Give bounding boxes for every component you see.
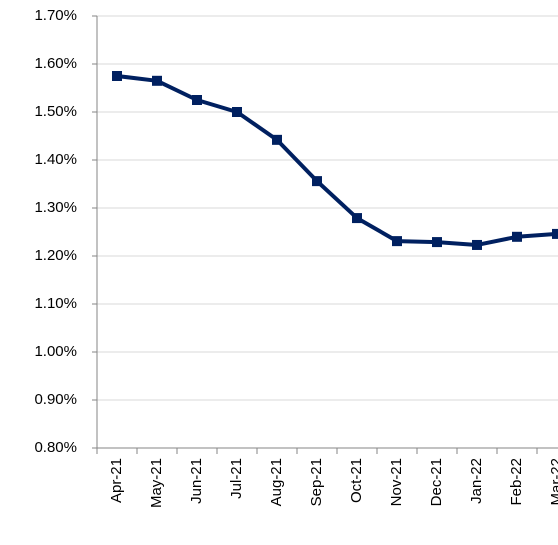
marker [312, 176, 322, 187]
marker [152, 75, 162, 86]
y-tick-label: 1.00% [34, 343, 77, 360]
x-tick-label: Feb-22 [508, 458, 525, 506]
x-tick-label: Sep-21 [308, 458, 325, 506]
x-tick-label: Nov-21 [388, 458, 405, 506]
marker [392, 236, 402, 247]
x-tick-label: Dec-21 [428, 458, 445, 506]
x-tick-label: Apr-21 [108, 458, 125, 503]
marker [472, 239, 482, 250]
y-tick-label: 1.70% [34, 7, 77, 24]
x-tick-label: Oct-21 [348, 458, 365, 503]
marker [512, 231, 522, 242]
marker [352, 213, 362, 224]
x-tick-label: Aug-21 [268, 458, 285, 506]
y-tick-label: 0.90% [34, 391, 77, 408]
y-tick-label: 1.20% [34, 247, 77, 264]
marker [432, 237, 442, 248]
marker [552, 228, 558, 239]
marker [232, 107, 242, 117]
x-tick-label: May-21 [148, 458, 165, 508]
marker [272, 134, 282, 145]
x-tick-label: Jan-22 [468, 458, 485, 504]
x-tick-label: Jul-21 [228, 458, 245, 499]
line [116, 74, 558, 247]
y-tick-label: 1.40% [34, 151, 77, 168]
x-tick-label: Mar-22 [548, 458, 558, 506]
y-tick-label: 1.10% [34, 295, 77, 312]
marker [192, 95, 202, 105]
x-tick-label: Jun-21 [188, 458, 205, 504]
marker [112, 71, 122, 81]
y-tick-label: 1.30% [34, 199, 77, 216]
y-tick-label: 0.80% [34, 439, 77, 456]
y-tick-label: 1.50% [34, 103, 77, 120]
y-tick-label: 1.60% [34, 55, 77, 72]
